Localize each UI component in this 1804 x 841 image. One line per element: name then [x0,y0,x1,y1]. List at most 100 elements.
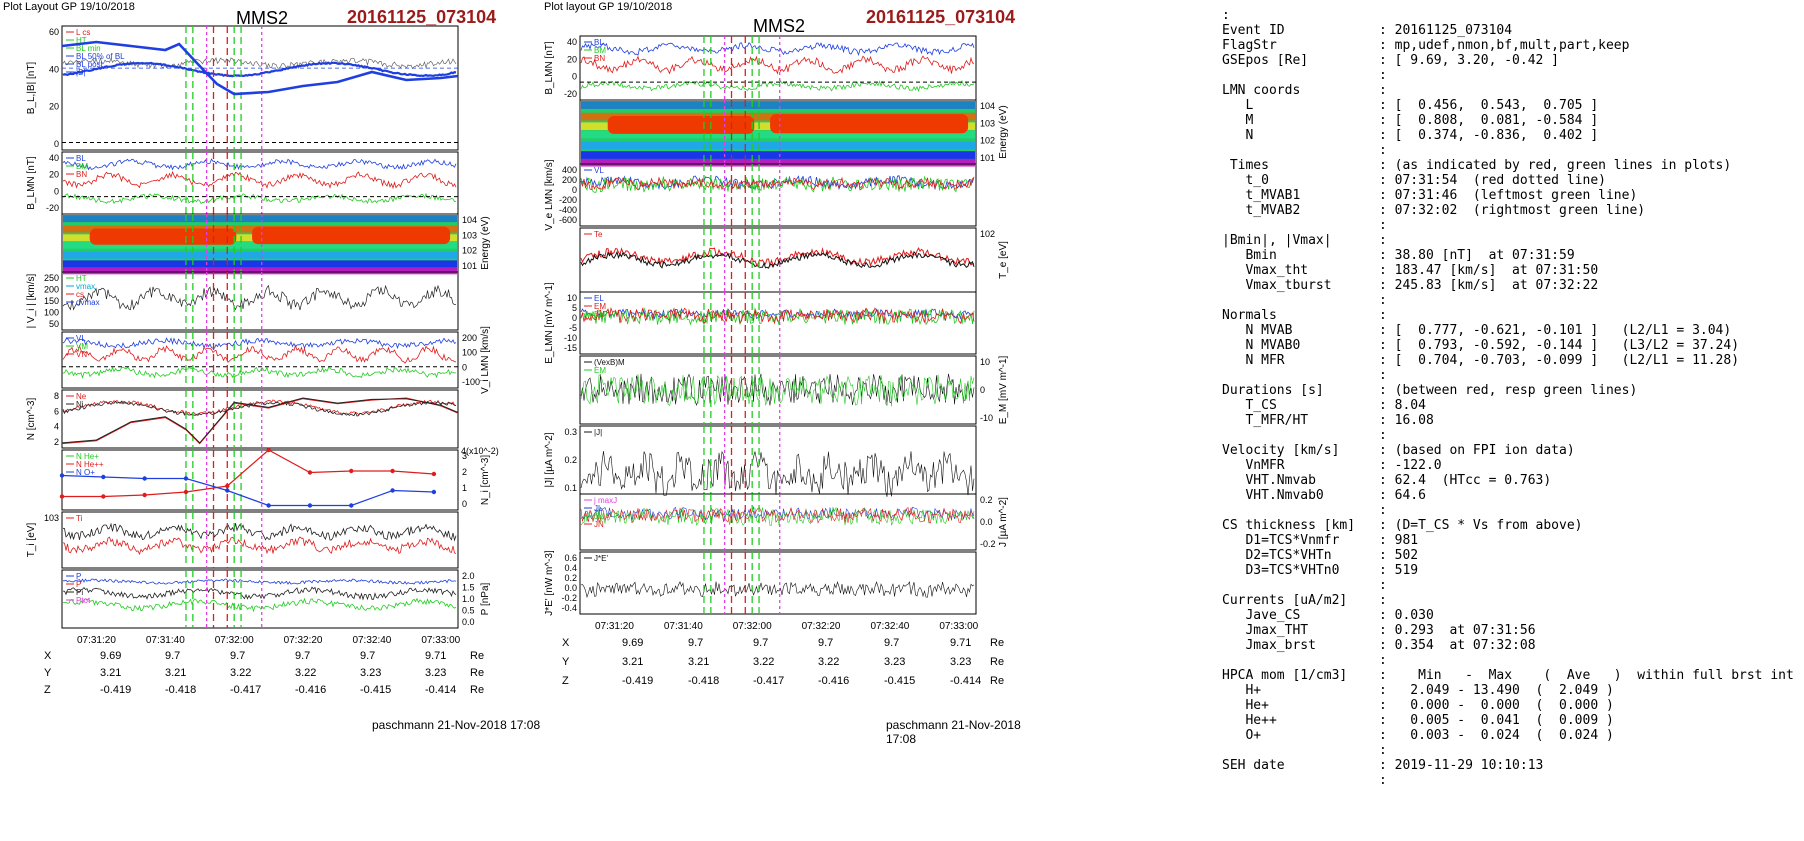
y-tick-label: 0.5 [462,606,475,616]
y-tick-label: -20 [564,89,577,99]
y-tick-label: 0 [54,139,59,149]
series-line [62,597,457,613]
series-line [580,79,975,93]
event-info-panel: : Event ID: 20161125_073104 FlagStr: mp,ud… [1222,8,1800,798]
y-tick-label: 0 [572,313,577,323]
info-line: CS thickness [km]: (D=T_CS * Vs from abo… [1222,518,1800,533]
info-key: Normals [1222,308,1277,323]
y-tick-label: 0.2 [564,455,577,465]
info-line: M: [ 0.808, 0.081, -0.584 ] [1222,113,1800,128]
left-spacecraft-title: MMS2 [236,8,289,28]
info-value: : (D=T_CS * Vs from above) [1379,518,1583,533]
legend-label: VN [76,350,87,359]
info-line: D3=TCS*VHTn0: 519 [1222,563,1800,578]
info-key: H+ [1222,683,1262,698]
position-value: 3.21 [688,656,710,668]
series-line [580,250,975,269]
info-line: He+: 0.000 - 0.000 ( 0.000 ) [1222,698,1800,713]
spectrogram-band [63,251,457,259]
info-line: H+: 2.049 - 13.490 ( 2.049 ) [1222,683,1800,698]
y-tick-label: 0 [462,362,467,372]
panel-frame [579,35,977,101]
info-value: : 07:31:54 (red dotted line) [1379,173,1606,188]
info-value: : -122.0 [1379,458,1442,473]
y-tick-label: 2 [462,467,467,477]
info-line: : [1222,653,1800,668]
info-line: VHT.Nmvab: 62.4 (HTcc = 0.763) [1222,473,1800,488]
series-line [62,586,457,601]
panel-hpca: 3 2 1 0 N_i [cm^-3]4(x10^-2) N He+N He++N O+ [61,446,499,511]
position-value: 9.7 [884,637,900,649]
info-value: : [1379,743,1387,758]
info-value: : (between red, resp green lines) [1379,383,1638,398]
position-value: 3.21 [100,667,122,679]
info-line: Jmax_brst: 0.354 at 07:32:08 [1222,638,1800,653]
time-tick-label: 07:32:40 [352,635,391,646]
series-line [62,158,457,171]
spectrogram-band [63,215,457,223]
info-value: : [ 0.793, -0.592, -0.144 ] (L3/L2 = 37.… [1379,338,1740,353]
info-value: : [1379,233,1387,248]
info-line: Vmax_tburst: 245.83 [km/s] at 07:32:22 [1222,278,1800,293]
y-tick-label: 6 [54,406,59,416]
y-tick-label: 2 [54,437,59,447]
info-value: : 183.47 [km/s] at 07:31:50 [1379,263,1599,278]
series-line [62,284,457,311]
info-line: Jave_CS: 0.030 [1222,608,1800,623]
info-line: Normals: [1222,308,1800,323]
y-axis-label: B_LMN [nT] [26,156,37,210]
panel-frame [61,151,459,215]
legend-label: Ti [76,514,83,523]
info-line: Event ID: 20161125_073104 [1222,23,1800,38]
info-key: T_CS [1222,398,1277,413]
y-tick-label: 0.2 [980,495,993,505]
y-tick-label: 0 [54,186,59,196]
info-line: L: [ 0.456, 0.543, 0.705 ] [1222,98,1800,113]
info-key: D2=TCS*VHTn [1222,548,1332,563]
series-line [62,61,457,78]
spectrogram-band [63,241,457,249]
info-value: : [1379,773,1387,788]
legend-label: VL [594,166,604,175]
legend-label: J*E' [594,554,608,563]
y-tick-label: 60 [49,27,59,37]
series-line [61,474,434,507]
y-tick-label: 102 [980,136,995,146]
series-line [62,366,457,379]
info-line: LMN coords: [1222,83,1800,98]
panel-frame [61,331,459,389]
spectrogram-hot [607,116,755,134]
panel-frame [579,163,977,227]
y-axis-label: J*E' [nW m^-3] [544,550,555,616]
legend-label: cs [76,290,84,299]
spectrogram-band [63,260,457,268]
info-line: : [1222,68,1800,83]
series-line [62,536,457,556]
y-tick-label: 102 [980,229,995,239]
position-value: -0.419 [100,684,132,696]
y-tick-label: 102 [462,246,477,256]
legend-label: BN [76,170,87,179]
position-row-label: X [44,650,52,662]
info-key: Times [1222,158,1269,173]
legend-label: |J| [594,428,602,437]
info-key: GSEpos [Re] [1222,53,1309,68]
position-value: 9.7 [688,637,704,649]
info-key: : [1222,8,1230,23]
panel-frame [579,425,977,495]
spectrogram-band [581,151,975,159]
middle-position-table: X 9.69 9.7 9.7 9.7 9.7 9.71 Re Y 3.21 3.21 3.22 3.22… [540,637,1040,687]
info-key: N MVAB0 [1222,338,1301,353]
legend-label: EM [594,302,606,311]
series-line [63,578,457,585]
info-line: VHT.Nmvab0: 64.6 [1222,488,1800,503]
info-value: : [1379,503,1387,518]
info-value: : [1379,653,1387,668]
y-tick-label: 20 [49,170,59,180]
position-value: -0.415 [884,675,916,687]
info-line: |Bmin|, |Vmax|: [1222,233,1800,248]
position-value: 3.23 [884,656,906,668]
